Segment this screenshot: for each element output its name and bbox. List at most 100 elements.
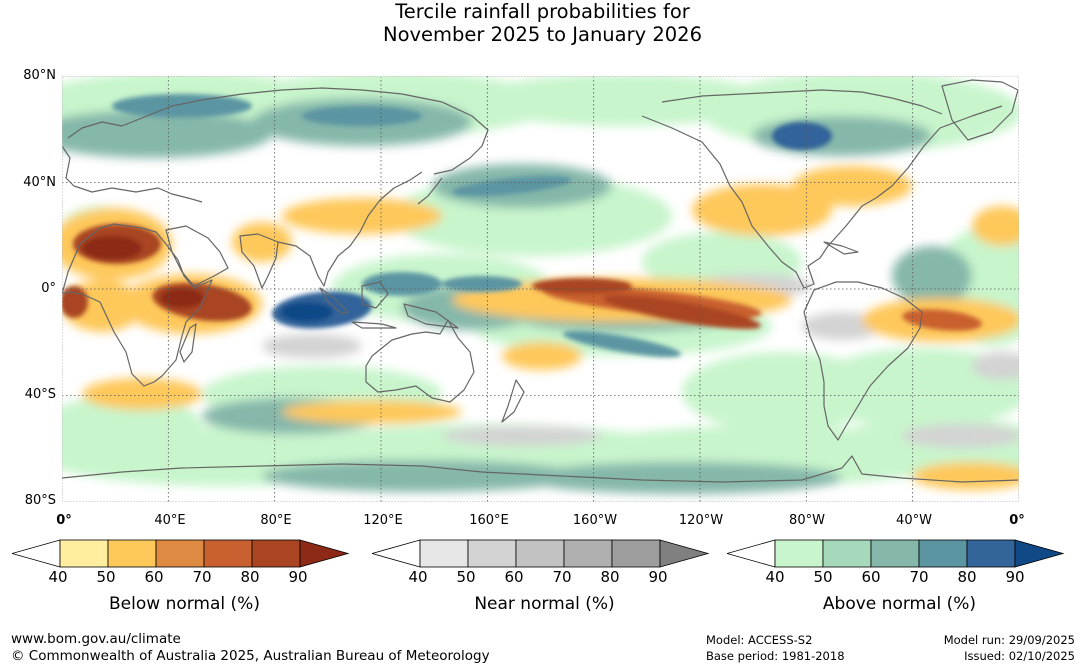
coastline-new-guinea [403,303,459,329]
probability-blob [112,94,252,118]
lat-label-80n: 80°N [23,68,56,83]
lon-label-160w: 160°W [572,513,618,528]
title-line-1: Tercile rainfall probabilities for [395,0,690,23]
legend-swatch [419,539,469,568]
legend-near-tick-80: 80 [600,568,620,586]
lon-label-160e: 160°E [469,513,509,528]
coastline-arabia [165,225,229,287]
probability-blob [160,288,204,308]
footer-model-info: Model: ACCESS-S2 Base period: 1981-2018 [706,632,845,664]
coastline-africa [62,223,213,387]
legend-near-tick-90: 90 [648,568,668,586]
lon-label-120e: 120°E [363,513,403,528]
legend-swatch [563,539,613,568]
legend-below-tick-50: 50 [96,568,116,586]
lat-label-40s: 40°S [24,387,56,402]
probability-blob [532,278,632,294]
probability-blob [442,276,522,292]
probability-blob [522,462,842,494]
legend-swatch [918,539,968,568]
probability-blob [62,396,202,456]
coastline-japan [417,177,443,205]
legend-below-tick-40: 40 [48,568,68,586]
legend-above-title: Above normal (%) [822,594,977,614]
coastlines [62,79,1019,483]
model-run-date: Model run: 29/09/2025 [943,633,1075,647]
probability-field-core [62,94,982,358]
coastline-java [351,321,397,329]
probability-blob [802,312,882,340]
legend-above-tick-60: 60 [861,568,881,586]
lat-label-equator: 0° [41,281,56,296]
probability-blob [892,246,972,306]
legend-swatch [515,539,565,568]
legend-low-end [727,539,776,568]
probability-blob [972,352,1019,380]
legend-above-tick-90: 90 [1005,568,1025,586]
coastline-madagascar [179,323,197,363]
graticule [62,76,1019,502]
legend-swatch [107,539,157,568]
probability-blob [452,175,572,197]
legend-high-end [299,539,350,568]
legend-low-end [372,539,421,568]
coastline-north-america-north [661,89,943,115]
lon-label-40w: 40°W [896,513,932,528]
coastline-east-asia [277,171,423,287]
legend-near-tick-70: 70 [552,568,572,586]
probability-blob [82,378,202,410]
probability-blob [302,106,422,126]
probability-blob [502,342,582,370]
legend-above-tick-50: 50 [813,568,833,586]
legend-swatch [203,539,253,568]
legend-high-end [659,539,710,568]
legend-below-title: Below normal (%) [109,594,260,614]
rainfall-probability-map [62,76,1019,502]
legend-swatch [966,539,1016,568]
legend-swatch [611,539,661,568]
probability-field-wide [62,76,1019,494]
legend-near-normal: 40 50 60 70 80 90 Near normal (%) [372,538,717,618]
legend-below-normal-bar [12,539,350,568]
legend-swatch [822,539,872,568]
probability-blob [603,294,761,330]
coastline-borneo [361,281,389,309]
footer-run-info: Model run: 29/09/2025 Issued: 02/10/2025 [944,632,1075,664]
lon-label-0-right: 0° [1009,513,1025,528]
probability-blob [692,184,832,236]
probability-blob [912,462,1019,490]
legend-swatch [467,539,517,568]
legend-above-normal: 40 50 60 70 80 90 Above normal (%) [727,538,1072,618]
legend-swatch [251,539,301,568]
probability-blob [902,424,1019,448]
website-link[interactable]: www.bom.gov.au/climate [11,631,181,647]
legend-swatch [155,539,205,568]
lon-label-120w: 120°W [678,513,724,528]
base-period: Base period: 1981-2018 [706,649,845,663]
probability-blob [282,198,442,234]
probability-blob [281,302,333,322]
legend-swatch [59,539,109,568]
legend-below-tick-80: 80 [240,568,260,586]
legend-high-end [1014,539,1065,568]
lat-label-80s: 80°S [24,493,56,508]
coastline-eurasia-north [67,87,489,175]
legend-near-tick-40: 40 [408,568,428,586]
coastline-north-america [641,105,1003,289]
legend-near-title: Near normal (%) [474,594,615,614]
chart-title: Tercile rainfall probabilities for Novem… [0,0,1085,46]
lon-label-80e: 80°E [260,513,292,528]
coastline-sumatra [319,287,349,315]
legend-swatch [774,539,824,568]
coastline-greenland [941,79,1019,141]
coastline-antarctica [62,455,1019,483]
probability-blob [972,206,1019,246]
probability-blob [262,460,582,492]
coastline-india [239,233,279,289]
legend-above-tick-40: 40 [765,568,785,586]
legend-above-tick-80: 80 [957,568,977,586]
probability-blob [472,76,772,126]
map-frame [62,76,1019,502]
legend-near-tick-50: 50 [456,568,476,586]
legend-below-normal: 40 50 60 70 80 90 Below normal (%) [12,538,357,618]
